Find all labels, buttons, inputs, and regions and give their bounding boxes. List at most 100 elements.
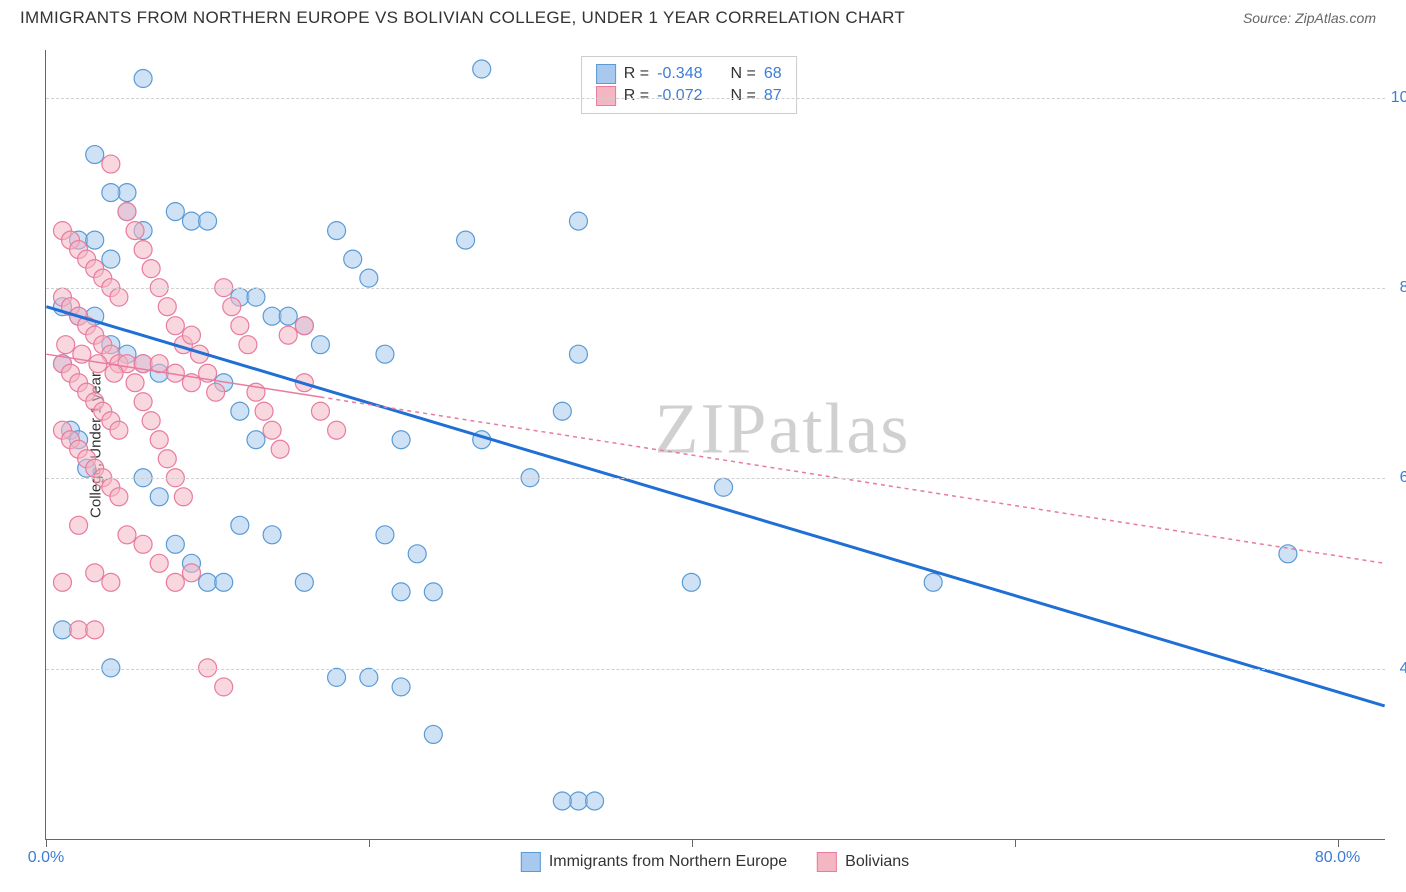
scatter-point [295, 374, 313, 392]
scatter-point [62, 298, 80, 316]
scatter-point [110, 288, 128, 306]
scatter-point [231, 317, 249, 335]
scatter-point [118, 345, 136, 363]
scatter-point [86, 231, 104, 249]
scatter-point [924, 573, 942, 591]
scatter-point [263, 421, 281, 439]
scatter-point [279, 307, 297, 325]
scatter-point [102, 336, 120, 354]
scatter-point [53, 573, 71, 591]
chart-title: IMMIGRANTS FROM NORTHERN EUROPE VS BOLIV… [20, 8, 905, 28]
scatter-point [110, 488, 128, 506]
trendline-extrapolated [320, 397, 1384, 563]
scatter-point [70, 621, 88, 639]
bottom-legend-item: Immigrants from Northern Europe [521, 852, 787, 872]
scatter-point [344, 250, 362, 268]
scatter-point [73, 345, 91, 363]
ytick-label: 40.0% [1390, 660, 1406, 678]
scatter-point [53, 288, 71, 306]
scatter-point [150, 431, 168, 449]
scatter-point [174, 336, 192, 354]
legend-r-value: -0.348 [657, 65, 702, 83]
legend-swatch [817, 852, 837, 872]
scatter-point [263, 307, 281, 325]
scatter-point [134, 355, 152, 373]
scatter-point [392, 583, 410, 601]
scatter-point [150, 554, 168, 572]
scatter-point [424, 583, 442, 601]
legend-box: R =-0.348N =68R =-0.072N =87 [581, 56, 797, 114]
scatter-point [62, 231, 80, 249]
scatter-point [118, 526, 136, 544]
scatter-point [150, 488, 168, 506]
legend-r-value: -0.072 [657, 87, 702, 105]
scatter-point [53, 421, 71, 439]
bottom-legend: Immigrants from Northern Europe Bolivians [521, 852, 909, 872]
legend-swatch [521, 852, 541, 872]
scatter-point [271, 440, 289, 458]
scatter-point [569, 212, 587, 230]
legend-swatch [596, 86, 616, 106]
scatter-point [207, 383, 225, 401]
scatter-point [166, 203, 184, 221]
scatter-point [166, 535, 184, 553]
scatter-point [70, 516, 88, 534]
scatter-point [110, 355, 128, 373]
legend-r-label: R = [624, 87, 649, 105]
scatter-point [150, 355, 168, 373]
scatter-point [231, 402, 249, 420]
scatter-point [376, 526, 394, 544]
scatter-point [89, 355, 107, 373]
scatter-point [118, 203, 136, 221]
scatter-point [94, 402, 112, 420]
legend-row: R =-0.072N =87 [596, 85, 782, 107]
chart-svg [46, 50, 1385, 839]
xtick-label: 0.0% [28, 849, 64, 867]
scatter-point [150, 364, 168, 382]
scatter-point [247, 431, 265, 449]
legend-n-label: N = [731, 65, 756, 83]
ytick-label: 100.0% [1390, 89, 1406, 107]
scatter-point [102, 573, 120, 591]
scatter-point [102, 478, 120, 496]
scatter-point [78, 450, 96, 468]
source-label: Source: ZipAtlas.com [1243, 10, 1376, 26]
scatter-point [247, 288, 265, 306]
scatter-point [247, 383, 265, 401]
scatter-point [70, 307, 88, 325]
scatter-point [86, 260, 104, 278]
scatter-point [328, 668, 346, 686]
scatter-point [105, 364, 123, 382]
scatter-point [457, 231, 475, 249]
legend-label: Bolivians [845, 853, 909, 871]
scatter-point [78, 459, 96, 477]
xtick-label: 80.0% [1315, 849, 1360, 867]
scatter-point [473, 431, 491, 449]
scatter-point [94, 269, 112, 287]
scatter-point [586, 792, 604, 810]
scatter-point [78, 383, 96, 401]
xtick [692, 839, 693, 847]
scatter-point [86, 393, 104, 411]
scatter-point [424, 725, 442, 743]
scatter-point [102, 155, 120, 173]
scatter-point [182, 212, 200, 230]
scatter-point [134, 70, 152, 88]
xtick [1338, 839, 1339, 847]
scatter-point [166, 364, 184, 382]
scatter-point [182, 564, 200, 582]
scatter-point [134, 355, 152, 373]
legend-n-label: N = [731, 87, 756, 105]
scatter-point [53, 355, 71, 373]
plot-area: ZIPatlas R =-0.348N =68R =-0.072N =87 40… [45, 50, 1385, 840]
scatter-point [102, 345, 120, 363]
scatter-point [255, 402, 273, 420]
scatter-point [215, 678, 233, 696]
scatter-point [118, 355, 136, 373]
gridline [46, 288, 1385, 289]
scatter-point [118, 184, 136, 202]
scatter-point [182, 554, 200, 572]
scatter-point [62, 364, 80, 382]
scatter-point [134, 241, 152, 259]
scatter-point [70, 307, 88, 325]
